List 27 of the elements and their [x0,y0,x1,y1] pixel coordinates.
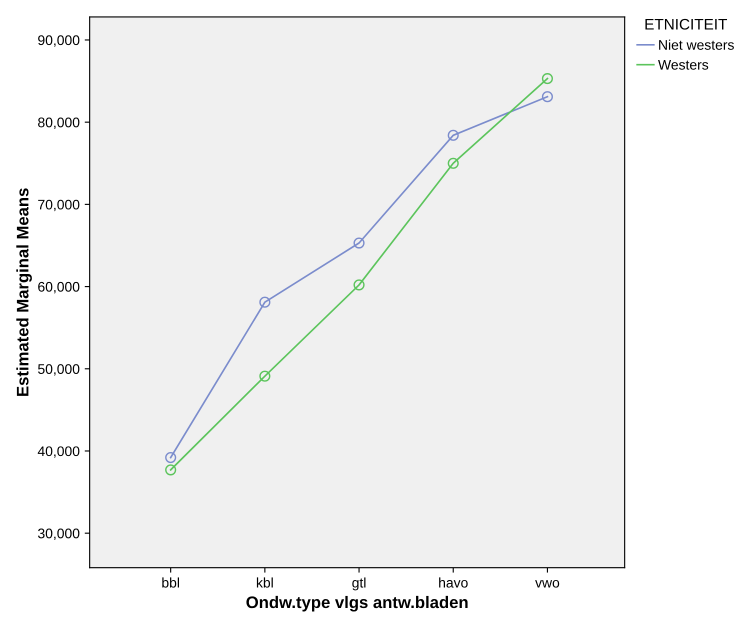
legend-label: Niet westers [659,40,734,50]
x-tick-label: gtl [352,577,366,590]
point [353,237,365,249]
point [448,130,459,141]
x-tick-label: vwo [535,580,560,588]
legend-label: Westers [658,60,708,70]
x-tick-label: kbl [256,577,273,588]
point [165,452,176,464]
y-tick-label: 70,000 [38,200,80,212]
y-axis-title: Estimated Marginal Means [16,188,32,396]
point [448,158,459,169]
point [353,279,365,290]
x-tick-label: havo [439,577,468,588]
y-tick-label: 90,000 [38,35,80,47]
point [259,370,270,382]
x-axis-title: Ondw.type vlgs antw.bladen [246,596,468,612]
point [542,91,553,102]
legend-title: ETNICITEIT [645,18,728,30]
y-tick-label: 40,000 [38,446,80,458]
y-tick-label: 60,000 [38,282,80,294]
point [165,464,176,476]
y-tick-label: 30,000 [38,528,80,540]
y-tick-label: 80,000 [38,118,80,129]
point [259,296,270,308]
y-tick-label: 50,000 [38,364,80,376]
point [542,73,553,84]
x-tick-label: bbl [162,577,180,588]
